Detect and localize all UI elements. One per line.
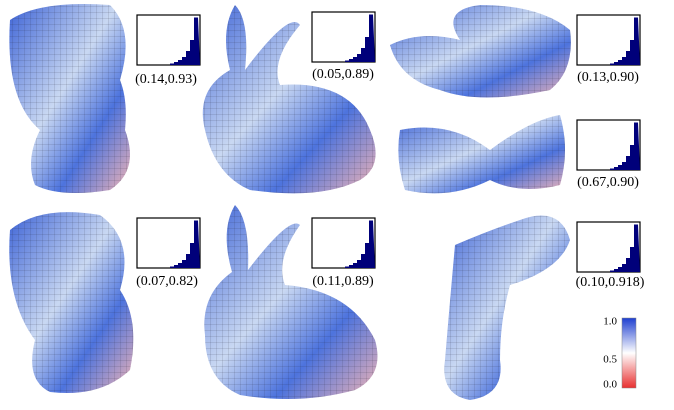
- mesh-bone: [444, 215, 570, 400]
- mesh-kitten: [9, 212, 134, 394]
- mesh-strip: [398, 115, 565, 194]
- histogram-bars: [170, 17, 200, 65]
- mesh-bunny: [202, 5, 376, 194]
- colorbar-label: 1.0: [603, 316, 617, 328]
- panel-label: (0.11,0.89): [312, 274, 374, 289]
- histogram-frame: [576, 119, 641, 171]
- mesh-kitten: [9, 4, 130, 194]
- colorbar-label: 0.0: [603, 379, 617, 391]
- panel-label: (0.14,0.93): [135, 72, 197, 87]
- meshes: [9, 4, 571, 400]
- colorbar-label: 0.5: [603, 354, 617, 366]
- panel-label: (0.07,0.82): [136, 274, 198, 289]
- histogram-bars: [610, 224, 640, 272]
- histogram-bars: [610, 17, 640, 65]
- panel-label: (0.05,0.89): [312, 67, 374, 82]
- colorbar: 1.0 0.5 0.0: [603, 316, 637, 391]
- histogram-bars: [610, 122, 640, 170]
- panel-label: (0.10,0.918): [576, 275, 645, 290]
- histogram-bars: [345, 14, 375, 62]
- panel-label: (0.67,0.90): [577, 175, 639, 190]
- panel-labels: (0.14,0.93) (0.05,0.89) (0.13,0.90) (0.6…: [135, 67, 645, 290]
- histograms: [136, 11, 641, 273]
- histogram-bars: [345, 220, 375, 268]
- mesh-hand: [390, 5, 571, 98]
- mesh-bunny: [204, 205, 378, 399]
- panel-label: (0.13,0.90): [577, 70, 639, 85]
- histogram-bars: [170, 220, 200, 268]
- colorbar-gradient: [621, 317, 637, 389]
